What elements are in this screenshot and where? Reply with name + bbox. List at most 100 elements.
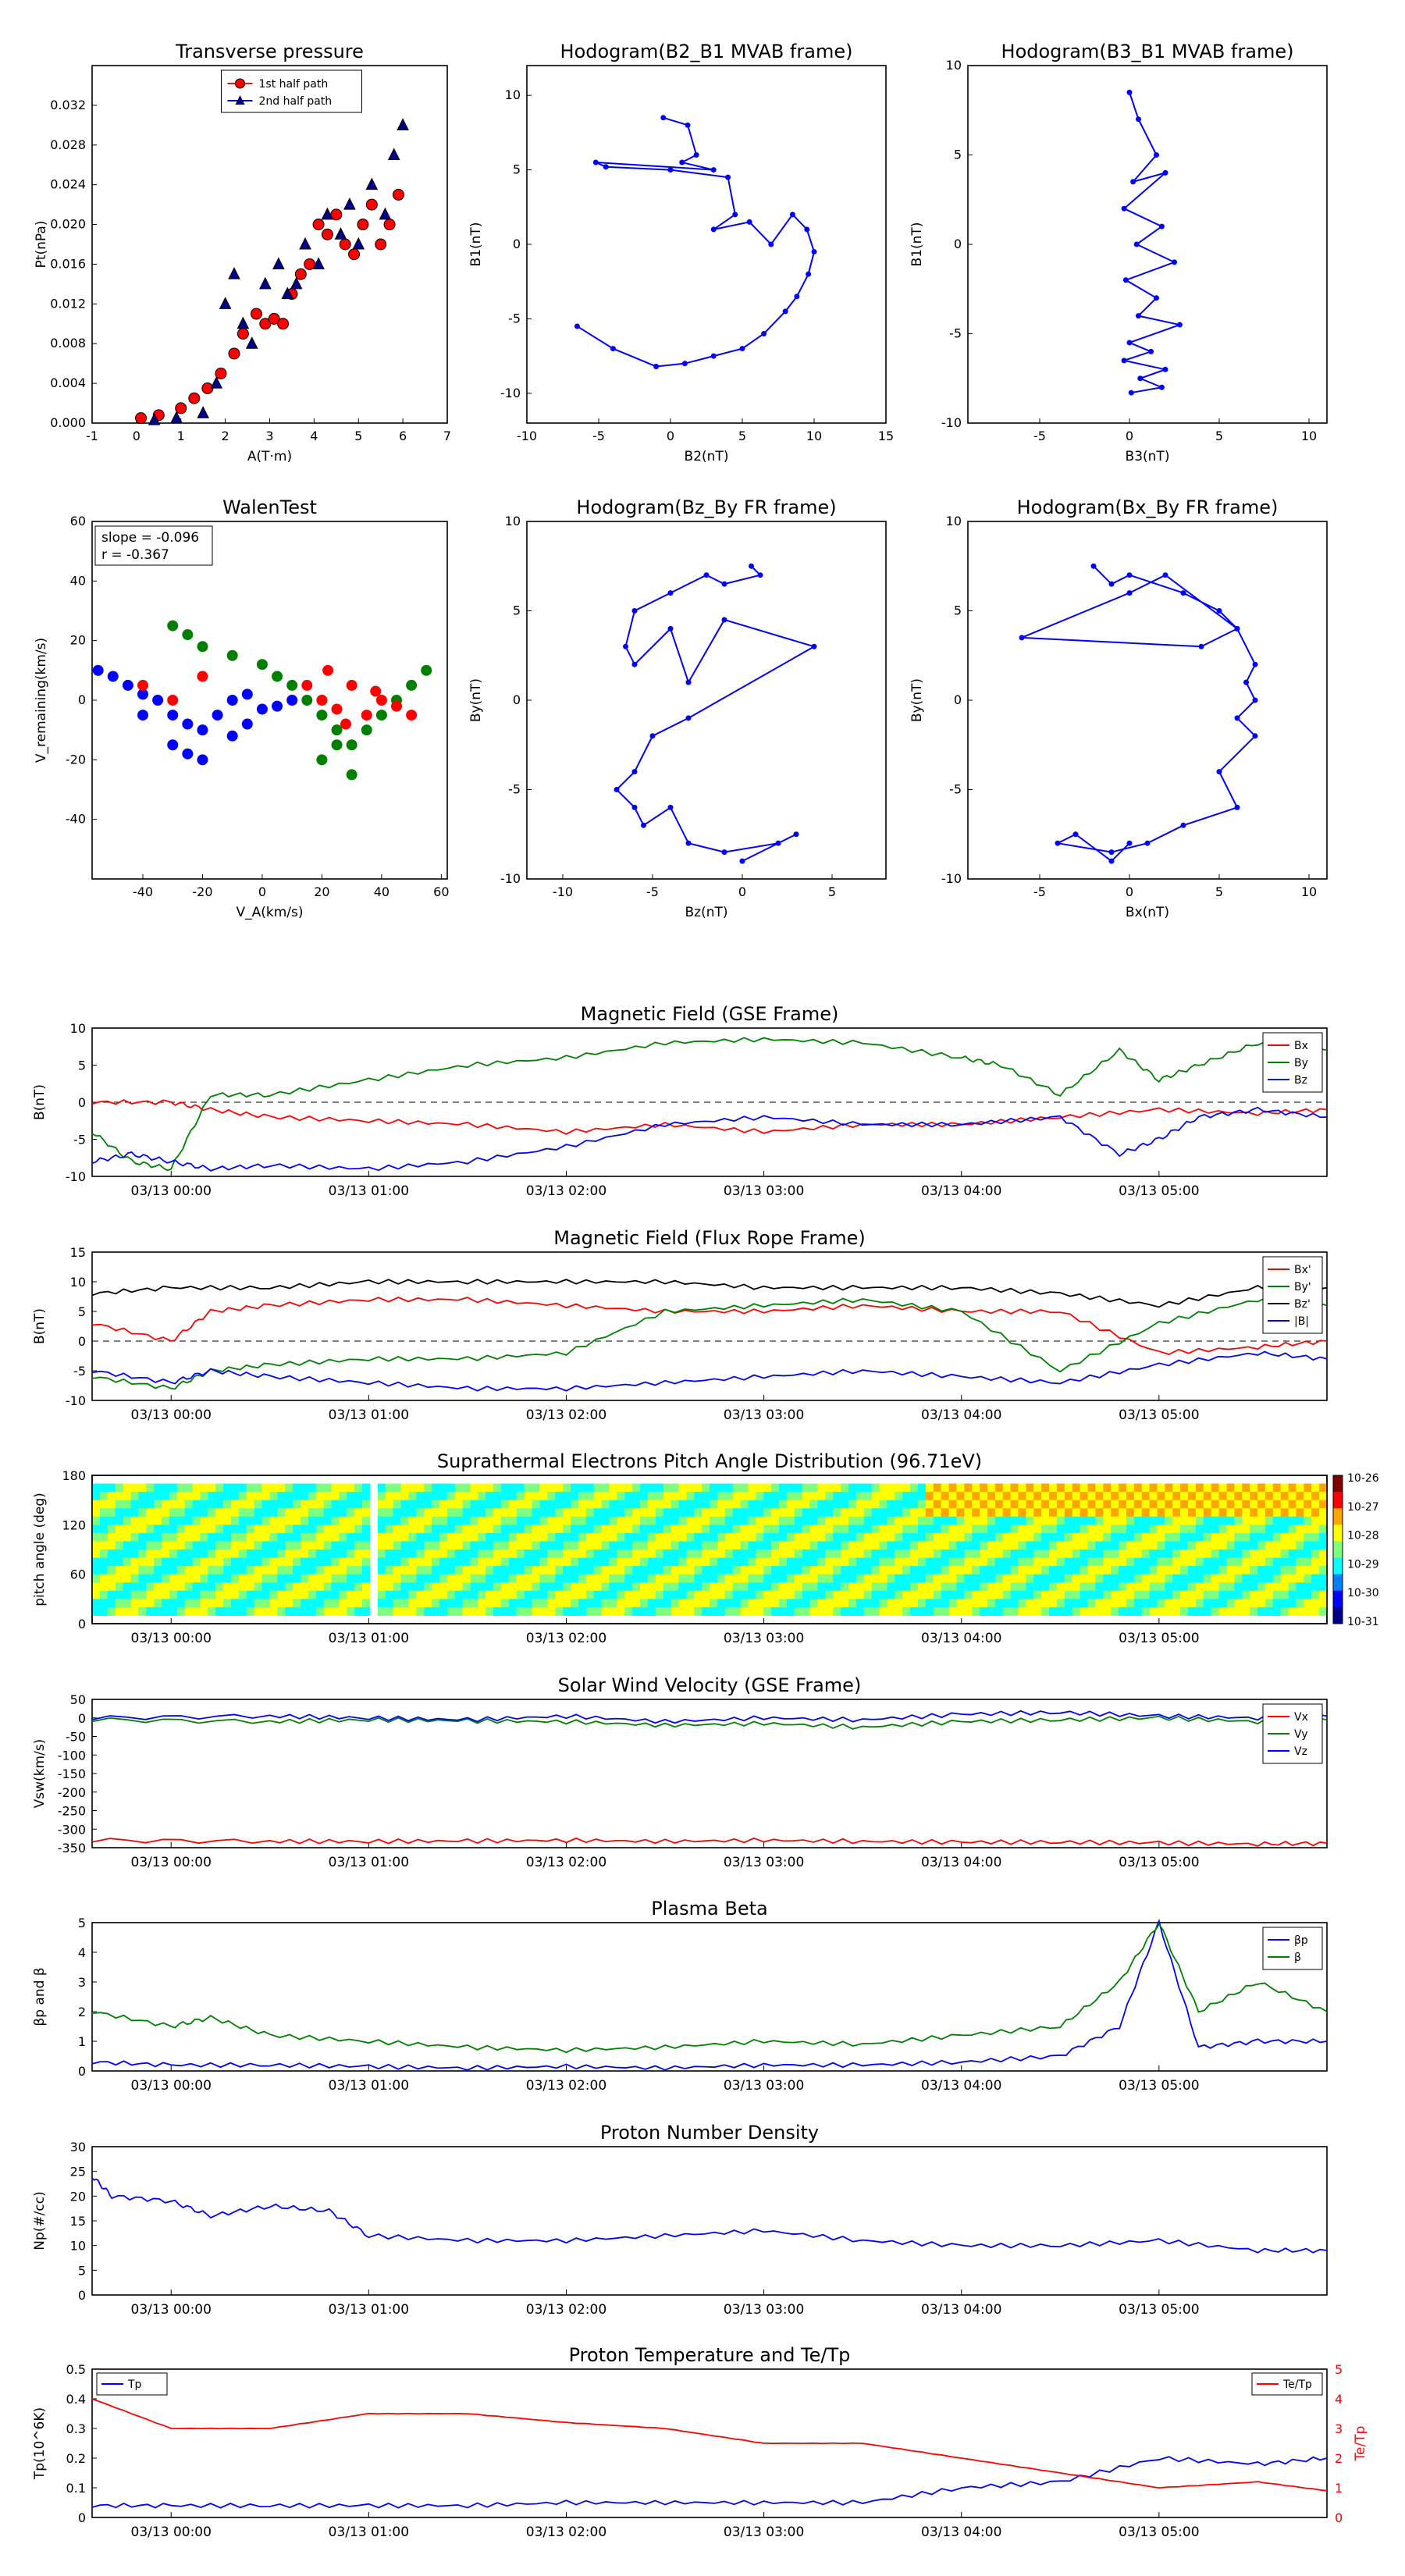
pad-cell [1172,1550,1181,1559]
pad-cell [1272,1599,1282,1608]
pad-cell [887,1582,895,1592]
pad-cell [933,1492,942,1501]
pad-cell [1195,1582,1204,1592]
pad-cell [655,1550,664,1559]
pad-cell [1111,1525,1119,1534]
walen_test-point [316,710,328,721]
pad-cell [416,1590,425,1599]
plasma_beta-ytick-label: 5 [78,1916,86,1930]
pad-cell [902,1516,911,1525]
hodo_bx_by-point [1243,679,1249,685]
pad-cell [1095,1590,1104,1599]
proton_density-xtick-label: 03/13 03:00 [724,2302,804,2318]
pad-cell [710,1590,718,1599]
pad-cell [647,1606,656,1616]
pad-cell [686,1532,695,1542]
pad-cell [956,1483,965,1493]
pad-cell [293,1532,301,1542]
pad-cell [432,1550,440,1559]
pad-cell [1157,1590,1165,1599]
pad-cell [115,1508,124,1517]
proton_density-frame [91,2146,1328,2296]
pad-cell [1264,1525,1274,1534]
pad-cell [763,1574,772,1583]
pad-cell [887,1483,895,1493]
pad-cell [833,1550,841,1559]
pad-cell [323,1574,333,1583]
transverse_pressure-point [365,198,378,211]
pad-cell [161,1574,170,1583]
pad-colorbar-swatch [1333,1590,1343,1608]
pad-cell [972,1532,980,1542]
pad-cell [516,1606,525,1616]
pad-cell [1264,1599,1274,1608]
pad-cell [964,1492,973,1501]
pad-cell [1080,1574,1088,1583]
pad-cell [841,1606,849,1616]
pad-cell [539,1606,548,1616]
pad-cell [1018,1606,1026,1616]
pad-cell [833,1599,841,1608]
pad-cell [956,1599,965,1608]
pad-cell [1203,1582,1212,1592]
pad-cell [1257,1582,1266,1592]
pad-cell [308,1566,317,1575]
mag_fr-ytick-label: -10 [66,1393,86,1408]
pad-cell [501,1492,510,1501]
pad-cell [848,1525,857,1534]
pad-cell [710,1483,718,1493]
pad-cell [424,1606,432,1616]
mag_fr-xtick-label: 03/13 05:00 [1119,1407,1199,1423]
pad-cell [578,1532,587,1542]
pad-cell [146,1483,155,1493]
pad-cell [1218,1541,1227,1550]
pad-cell [871,1590,880,1599]
pad-cell [632,1541,641,1550]
pad-cell [1211,1550,1220,1559]
pad-cell [1064,1492,1073,1501]
pad-cell [1056,1550,1065,1559]
pad-cell [424,1492,432,1501]
pad-cell [1149,1508,1158,1517]
walen_test-point [406,710,418,721]
pad-cell [1188,1508,1197,1517]
pad-cell [724,1566,734,1575]
pad-cell [408,1599,417,1608]
pad-cell [663,1492,672,1501]
pad-cell [424,1557,432,1567]
pad-cell [802,1566,811,1575]
pad-cell [115,1590,124,1599]
pad-cell [1103,1566,1112,1575]
pad-cell [1234,1566,1243,1575]
pad-cell [563,1606,571,1616]
pad-cell [1149,1532,1158,1542]
pad-cell [385,1492,394,1501]
pad-cell [1311,1599,1320,1608]
pad-cell [1103,1582,1112,1592]
pad-cell [478,1508,486,1517]
mag_fr-series-line [91,1279,1328,1308]
hodo_bz_by-point [721,849,727,856]
pad-cell [817,1532,826,1542]
pad-cell [585,1566,595,1575]
pad-cell [686,1483,695,1493]
pad-cell [315,1574,325,1583]
hodo_b3_b1-point [1128,390,1134,396]
pad-cell [933,1550,942,1559]
pad-cell [1095,1508,1104,1517]
pad-cell [261,1550,270,1559]
pad-cell [1165,1574,1173,1583]
pad-cell [710,1516,718,1525]
pad-cell [778,1500,788,1509]
pad-cell [1133,1508,1143,1517]
pad-cell [987,1541,996,1550]
pad-cell [763,1483,772,1493]
pad-cell [254,1532,263,1542]
pad-cell [1280,1492,1289,1501]
hodo_b3_b1-xtick-label: 5 [1215,429,1223,443]
pad-cell [532,1483,540,1493]
pad-cell [92,1557,101,1567]
pad-cell [663,1566,672,1575]
pad-cell [925,1508,934,1517]
pad-cell [432,1574,440,1583]
